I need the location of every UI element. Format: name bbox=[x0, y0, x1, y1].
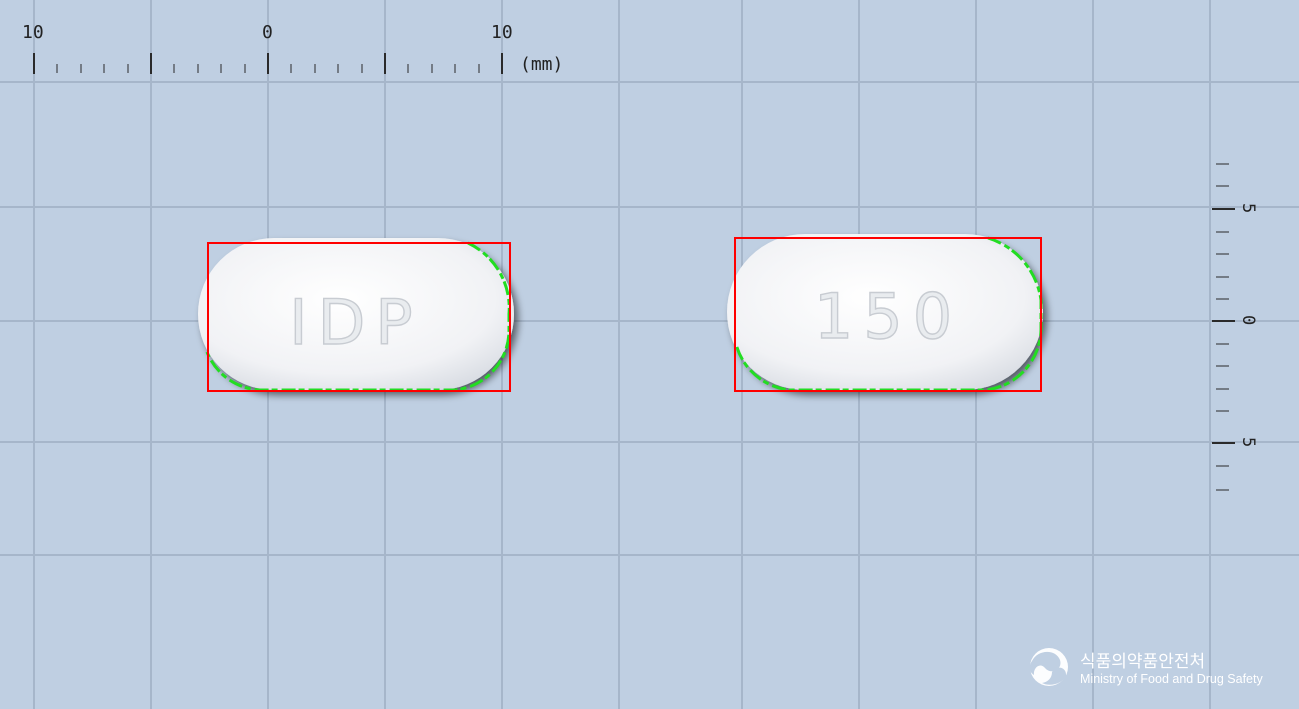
tablet-back-bounding-box bbox=[734, 237, 1042, 392]
right-ruler-label-bottom: 5 bbox=[1238, 437, 1258, 447]
tablet-front-body bbox=[198, 238, 514, 390]
top-ruler-label-right: 10 bbox=[491, 22, 513, 43]
right-ruler: 5 0 5 bbox=[1212, 163, 1258, 491]
tablet-front-imprint: IDP bbox=[289, 286, 422, 359]
mfds-name-english: Ministry of Food and Drug Safety bbox=[1080, 672, 1263, 686]
mfds-emblem-icon bbox=[1029, 648, 1068, 686]
right-ruler-label-top: 5 bbox=[1238, 203, 1258, 213]
tablet-back-contour bbox=[734, 236, 1043, 392]
right-ruler-label-center: 0 bbox=[1238, 315, 1258, 325]
mfds-logo: 식품의약품안전처 Ministry of Food and Drug Safet… bbox=[1029, 648, 1263, 686]
top-ruler-label-left: 10 bbox=[22, 22, 44, 43]
tablet-back: 150 bbox=[727, 234, 1043, 392]
top-ruler-unit: (mm) bbox=[520, 54, 563, 75]
tablet-back-body bbox=[727, 234, 1043, 390]
top-ruler: 10 0 10 (mm) bbox=[22, 22, 563, 75]
right-ruler-ticks bbox=[1212, 163, 1235, 491]
top-ruler-ticks bbox=[33, 53, 503, 74]
tablet-front-contour bbox=[205, 241, 511, 392]
tablet-front: IDP bbox=[198, 238, 514, 392]
tablet-back-imprint: 150 bbox=[814, 280, 962, 353]
mfds-name-korean: 식품의약품안전처 bbox=[1080, 652, 1205, 672]
top-ruler-label-center: 0 bbox=[262, 22, 273, 43]
tablet-front-bounding-box bbox=[207, 242, 511, 392]
